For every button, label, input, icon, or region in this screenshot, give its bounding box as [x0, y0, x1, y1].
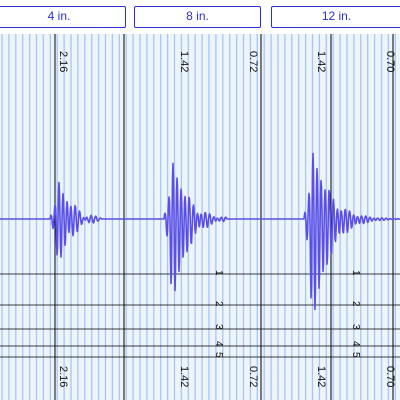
- marker-lines: [0, 273, 400, 358]
- column-value-bottom-4: 1.42: [315, 366, 327, 387]
- marker-label-3: 3: [213, 324, 224, 330]
- tab-4-in[interactable]: 4 in.: [0, 6, 126, 28]
- marker-labels-right: 1 2 3 4 5: [350, 270, 361, 358]
- tab-12-in[interactable]: 12 in.: [271, 6, 400, 28]
- column-values-bottom: 2.16 1.42 0.72 1.42 0.70: [57, 366, 396, 387]
- marker-label-r-4: 4: [350, 341, 361, 347]
- marker-label-1: 1: [213, 270, 224, 276]
- waveform-plot: 2.16 1.42 0.72 1.42 0.70 2.16 1.42 0.72 …: [0, 34, 400, 400]
- column-value-top-1: 2.16: [57, 51, 69, 72]
- column-value-top-3: 0.72: [247, 51, 259, 72]
- column-value-bottom-5: 0.70: [384, 366, 396, 387]
- column-value-top-5: 0.70: [384, 51, 396, 72]
- marker-label-r-5: 5: [350, 352, 361, 358]
- tab-8-in[interactable]: 8 in.: [134, 6, 261, 28]
- waveform-trace: [0, 152, 400, 311]
- column-value-top-2: 1.42: [178, 51, 190, 72]
- marker-label-r-2: 2: [350, 301, 361, 307]
- column-value-bottom-3: 0.72: [247, 366, 259, 387]
- marker-label-r-1: 1: [350, 270, 361, 276]
- column-value-bottom-2: 1.42: [178, 366, 190, 387]
- marker-label-2: 2: [213, 301, 224, 307]
- column-value-top-4: 1.42: [315, 51, 327, 72]
- marker-labels-left: 1 2 3 4 5: [213, 270, 224, 358]
- column-value-bottom-1: 2.16: [57, 366, 69, 387]
- column-dividers: [54, 34, 394, 400]
- column-values-top: 2.16 1.42 0.72 1.42 0.70: [57, 51, 396, 72]
- marker-label-r-3: 3: [350, 324, 361, 330]
- marker-label-5: 5: [213, 352, 224, 358]
- marker-label-4: 4: [213, 341, 224, 347]
